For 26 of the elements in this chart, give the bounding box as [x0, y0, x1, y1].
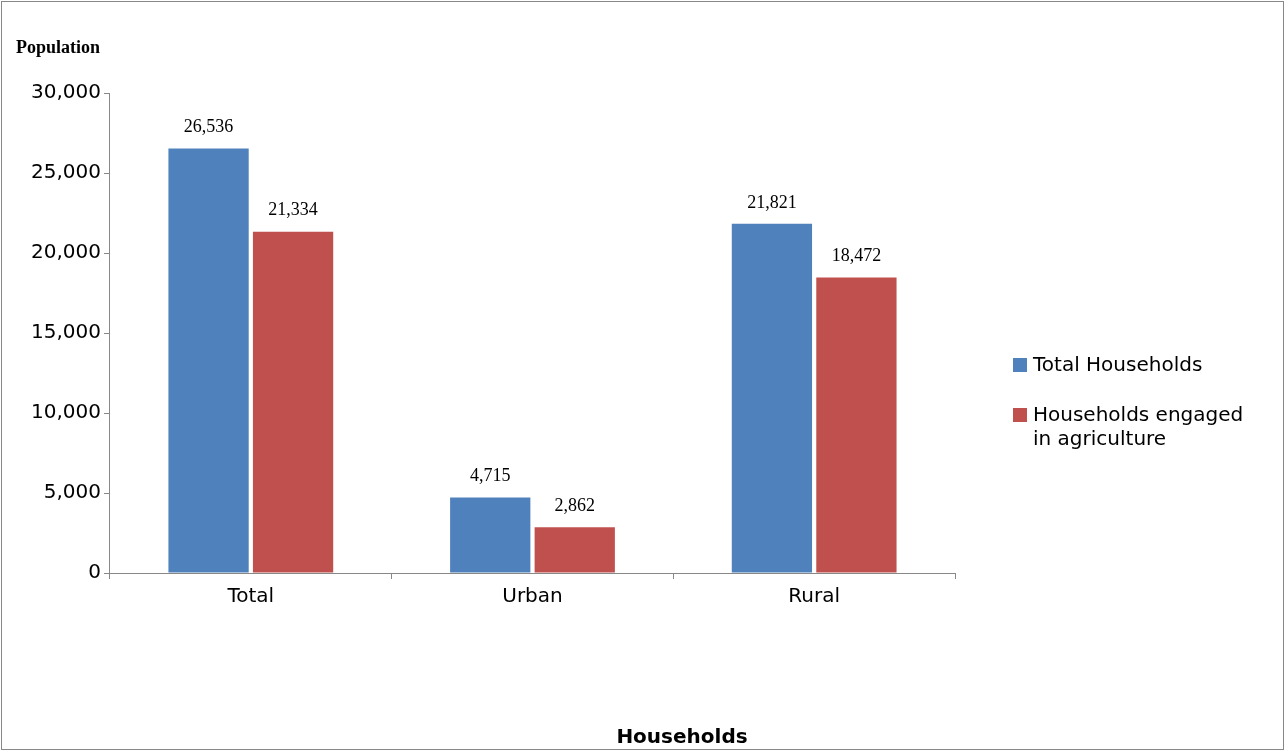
bar [816, 277, 897, 573]
bar [731, 223, 813, 573]
y-tick-label: 0 [88, 559, 101, 584]
y-tick-label: 30,000 [31, 79, 101, 104]
y-tick-label: 15,000 [31, 319, 101, 344]
bar [450, 497, 531, 573]
data-label: 4,715 [469, 465, 511, 486]
bar [534, 527, 615, 573]
bar [168, 148, 249, 573]
x-tick-label: Rural [788, 583, 841, 608]
legend-label: Total Households [1033, 352, 1203, 376]
data-label: 18,472 [831, 245, 882, 266]
y-tick-label: 5,000 [43, 479, 101, 504]
data-label: 26,536 [183, 116, 234, 137]
y-tick-label: 10,000 [31, 399, 101, 424]
y-tick-label: 20,000 [31, 239, 101, 264]
x-tick-label: Urban [502, 583, 563, 608]
data-label: 21,821 [747, 191, 797, 212]
y-axis-title: Population [16, 36, 101, 57]
y-tick-label: 25,000 [31, 159, 101, 184]
x-tick-label: Total [226, 583, 275, 608]
legend-label: Households engaged in agriculture [1033, 402, 1245, 450]
data-label: 21,334 [268, 199, 318, 220]
bar [252, 231, 334, 573]
text: Households [616, 724, 748, 749]
data-label: 2,862 [554, 494, 595, 515]
